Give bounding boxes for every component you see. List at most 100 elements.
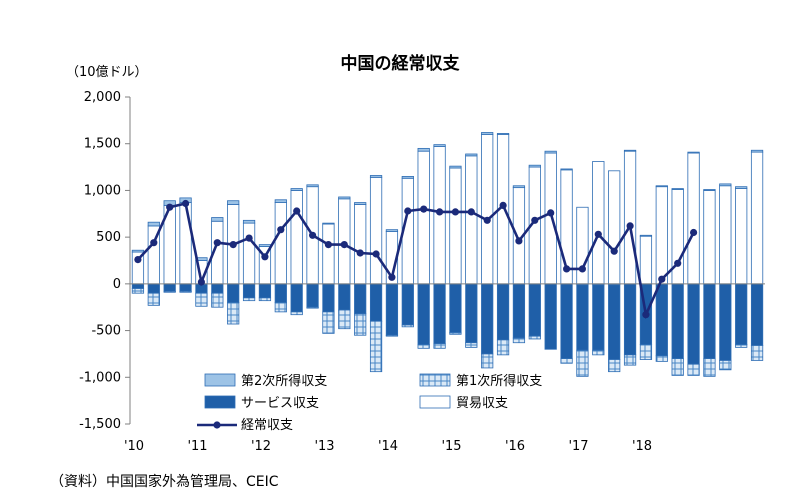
bar-1 — [481, 132, 494, 135]
bar-1 — [338, 196, 351, 200]
bar-1 — [290, 188, 303, 191]
bar-2 — [639, 344, 653, 360]
bar-2 — [528, 335, 541, 340]
bar-1 — [354, 202, 367, 205]
bar-1 — [735, 186, 748, 189]
y-tick-label: 2,000 — [84, 90, 121, 105]
bar-4 — [354, 204, 367, 285]
y-tick-label: 0 — [113, 277, 121, 292]
bar-2 — [433, 343, 446, 349]
legend-label: サービス収支 — [241, 396, 319, 411]
bar-1 — [703, 189, 716, 191]
current-account-point — [340, 241, 348, 249]
bar-4 — [544, 152, 557, 285]
bar-1 — [512, 185, 526, 189]
bar-4 — [290, 190, 303, 285]
bar-3 — [274, 283, 287, 303]
bar-2 — [735, 344, 748, 348]
bar-2 — [449, 332, 462, 335]
current-account-point — [324, 241, 332, 249]
x-tick-label: '13 — [314, 439, 334, 454]
bar-2 — [608, 359, 621, 373]
legend-label: 第1次所得収支 — [456, 373, 542, 389]
bar-1 — [655, 185, 668, 188]
bar-2 — [576, 349, 589, 377]
bar-3 — [512, 283, 526, 339]
x-tick-label: '18 — [632, 439, 652, 454]
bar-1 — [417, 147, 430, 152]
bar-4 — [481, 133, 494, 285]
bar-2 — [322, 311, 335, 334]
current-account-point — [690, 228, 698, 237]
bar-4 — [623, 150, 637, 285]
bar-4 — [417, 150, 430, 285]
bar-3 — [449, 283, 462, 333]
bar-1 — [623, 149, 637, 152]
x-tick-label: '11 — [187, 439, 207, 454]
bar-3 — [338, 283, 351, 311]
current-account-point — [166, 203, 174, 211]
bar-1 — [369, 175, 383, 178]
bar-3 — [560, 283, 573, 359]
x-tick-label: '12 — [251, 439, 271, 454]
bar-2 — [560, 358, 573, 364]
y-tick-label: 1,000 — [84, 183, 121, 198]
bar-2 — [623, 354, 637, 366]
bar-2 — [147, 292, 160, 306]
bar-3 — [592, 284, 605, 351]
bar-4 — [655, 186, 668, 285]
current-account-point — [356, 249, 364, 257]
legend-swatch — [419, 395, 451, 409]
bar-3 — [258, 283, 272, 299]
bar-4 — [369, 176, 383, 285]
bar-3 — [290, 283, 303, 313]
bar-1 — [131, 249, 145, 253]
legend-swatch — [204, 373, 236, 387]
bar-3 — [163, 283, 176, 292]
current-account-point — [388, 273, 396, 281]
x-tick-label: '17 — [568, 439, 588, 454]
current-account-point — [261, 253, 269, 261]
plot-area: 2,000 1,500 1,000 500 0 -500 -1,000 -1,500'10 '1… — [79, 90, 765, 454]
bar-3 — [369, 283, 383, 322]
bar-1 — [544, 150, 557, 154]
current-account-point — [578, 265, 587, 273]
bar-4 — [179, 202, 192, 285]
current-account-point — [515, 237, 523, 245]
y-tick-label: 500 — [96, 230, 121, 245]
y-tick-label: -500 — [91, 324, 121, 339]
bar-3 — [576, 284, 589, 351]
legend-label: 第2次所得収支 — [241, 373, 327, 389]
bar-3 — [322, 283, 335, 313]
bar-1 — [385, 229, 399, 232]
bar-2 — [417, 344, 430, 349]
bar-1 — [496, 133, 510, 135]
bar-3 — [528, 283, 541, 337]
current-account-point — [626, 222, 634, 230]
bar-3 — [608, 284, 621, 360]
bar-3 — [750, 283, 764, 346]
bar-1 — [433, 144, 446, 147]
bar-2 — [131, 288, 145, 294]
bar-2 — [385, 334, 399, 337]
current-account-point — [467, 208, 475, 216]
current-account-point — [245, 234, 253, 242]
bar-2 — [274, 302, 287, 313]
bar-3 — [242, 283, 256, 299]
bar-3 — [703, 283, 716, 359]
bar-1 — [306, 184, 319, 188]
current-account-point — [293, 207, 301, 215]
bar-3 — [147, 283, 160, 294]
bar-1 — [211, 217, 224, 222]
bar-2 — [592, 349, 605, 356]
current-account-point — [134, 256, 142, 264]
current-account-point — [229, 241, 237, 249]
bar-2 — [687, 363, 700, 376]
bar-2 — [211, 292, 224, 308]
bar-2 — [703, 358, 716, 377]
bar-2 — [179, 290, 192, 293]
bar-2 — [512, 337, 526, 344]
bar-1 — [258, 244, 272, 247]
